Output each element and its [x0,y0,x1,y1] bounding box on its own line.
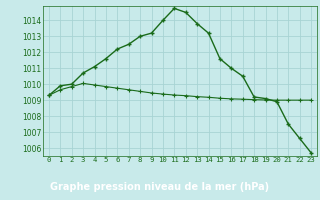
Text: Graphe pression niveau de la mer (hPa): Graphe pression niveau de la mer (hPa) [51,182,269,192]
